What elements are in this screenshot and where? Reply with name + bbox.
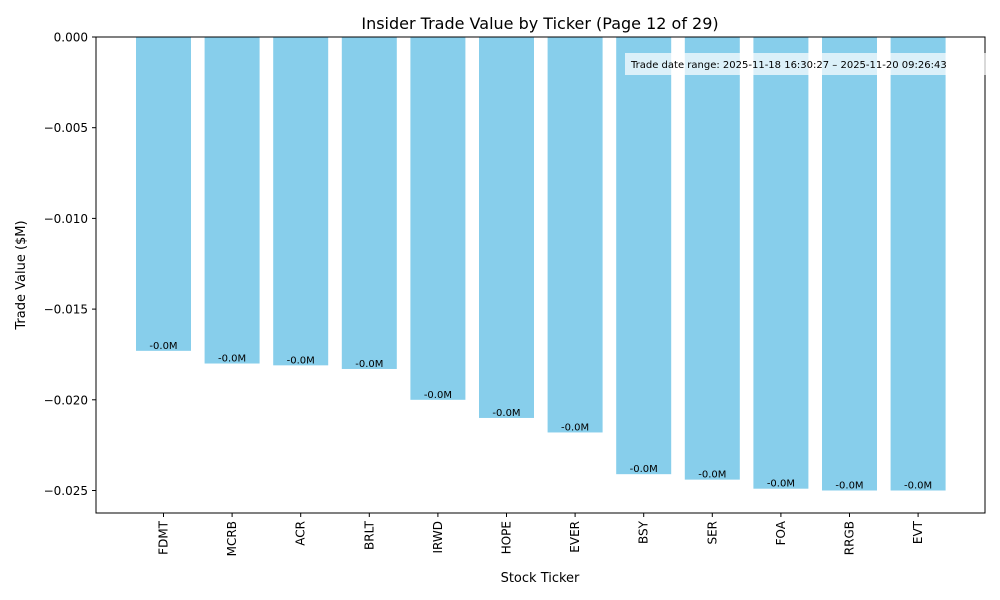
data-label-hope: -0.0M: [492, 408, 520, 419]
data-label-brlt: -0.0M: [355, 359, 383, 370]
x-tick-label-foa: FOA: [774, 520, 788, 545]
bar-fdmt: [136, 37, 191, 351]
data-label-fdmt: -0.0M: [149, 341, 177, 352]
data-label-ever: -0.0M: [561, 422, 589, 433]
bar-mcrb: [204, 37, 260, 364]
x-tick-label-acr: ACR: [294, 521, 308, 546]
data-label-acr: -0.0M: [287, 355, 315, 366]
bar-bsy: [616, 37, 672, 475]
bars-group: [136, 37, 946, 491]
annotation-box: Trade date range: 2025-11-18 16:30:27 – …: [625, 53, 986, 75]
data-label-mcrb: -0.0M: [218, 354, 246, 365]
bar-rrgb: [822, 37, 877, 491]
x-tick-label-hope: HOPE: [500, 521, 514, 554]
bar-brlt: [341, 37, 397, 369]
bar-foa: [753, 37, 809, 489]
annotation-background: [625, 53, 986, 75]
data-label-foa: -0.0M: [767, 479, 795, 490]
x-tick-label-irwd: IRWD: [431, 521, 445, 554]
x-tick-label-ser: SER: [705, 521, 719, 545]
x-axis-ticks: FDMT MCRB ACR BRLT IRWD HOPE EVER BSY SER FOA RRGB…: [157, 513, 925, 556]
y-tick-label: −0.025: [44, 484, 88, 498]
x-tick-label-ever: EVER: [568, 521, 582, 553]
data-labels-group: -0.0M -0.0M -0.0M -0.0M -0.0M -0.0M -0.0M -0.0M…: [149, 341, 932, 492]
x-axis-label: Stock Ticker: [501, 571, 580, 586]
data-label-rrgb: -0.0M: [835, 481, 863, 492]
data-label-irwd: -0.0M: [424, 390, 452, 401]
y-tick-label: −0.005: [44, 121, 88, 135]
y-axis-label: Trade Value ($M): [14, 220, 29, 330]
y-tick-label: −0.020: [44, 393, 88, 407]
y-axis-ticks: 0.000 −0.005 −0.010 −0.015 −0.020 −0.025: [44, 31, 96, 498]
annotation-text: Trade date range: 2025-11-18 16:30:27 – …: [630, 60, 947, 71]
plot-frame: [95, 36, 986, 514]
y-tick-label: 0.000: [54, 31, 88, 45]
chart-title: Insider Trade Value by Ticker (Page 12 o…: [361, 14, 718, 33]
bar-evt: [890, 37, 946, 491]
data-label-evt: -0.0M: [904, 481, 932, 492]
x-tick-label-fdmt: FDMT: [157, 520, 171, 554]
x-tick-label-evt: EVT: [911, 520, 925, 544]
x-tick-label-mcrb: MCRB: [225, 521, 239, 556]
bar-ser: [684, 37, 740, 480]
bar-ever: [547, 37, 603, 433]
x-tick-label-rrgb: RRGB: [843, 521, 857, 555]
y-tick-label: −0.010: [44, 212, 88, 226]
x-tick-label-brlt: BRLT: [362, 520, 376, 550]
y-tick-label: −0.015: [44, 303, 88, 317]
bar-acr: [273, 37, 329, 366]
bar-irwd: [410, 37, 466, 400]
bar-hope: [479, 37, 534, 418]
data-label-bsy: -0.0M: [630, 464, 658, 475]
x-tick-label-bsy: BSY: [637, 520, 651, 544]
data-label-ser: -0.0M: [698, 470, 726, 481]
